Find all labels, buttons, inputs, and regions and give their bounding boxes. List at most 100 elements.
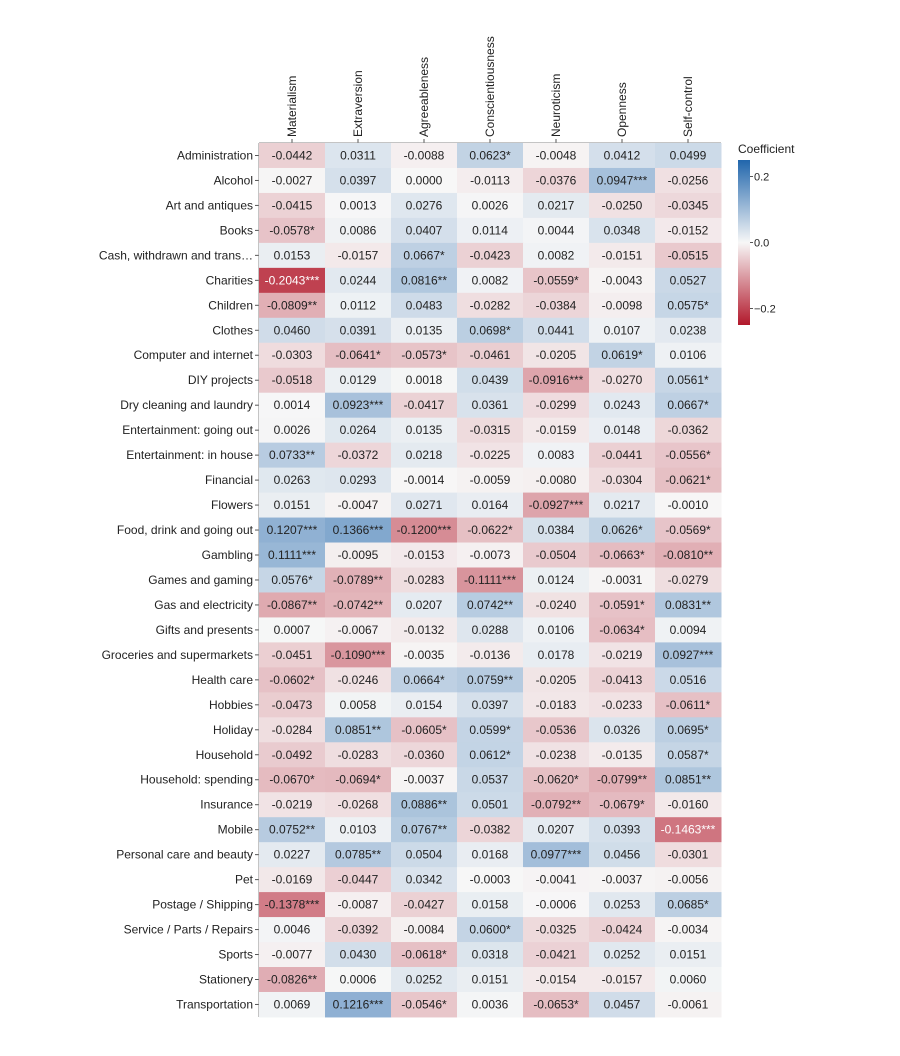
- cell-value-label: -0.0345: [668, 198, 709, 212]
- heatmap-cell: [655, 342, 722, 369]
- cell-value-label: -0.0618*: [401, 948, 447, 962]
- cell-value-labels: -0.0442 0.0311 -0.0088 0.0623* -0.0048 0.0412…: [265, 148, 716, 1011]
- row-label-9: DIY projects: [188, 373, 253, 387]
- cell-value-label: -0.0084: [404, 923, 445, 937]
- cell-value-label: -0.0621*: [665, 473, 711, 487]
- cell-value-label: 0.0069: [274, 997, 311, 1011]
- cell-value-label: 0.0977***: [531, 848, 582, 862]
- heatmap-cell: [655, 492, 722, 519]
- heatmap-cell: [457, 317, 524, 344]
- cell-value-label: 0.0217: [604, 498, 641, 512]
- cell-value-label: -0.0670*: [269, 773, 315, 787]
- cell-value-label: 0.0851**: [665, 773, 711, 787]
- cell-value-label: 0.0135: [406, 423, 443, 437]
- heatmap-cell: [589, 143, 656, 169]
- cell-value-label: 0.0587*: [667, 748, 709, 762]
- column-header-0: Materialism: [285, 76, 299, 137]
- cell-value-label: -0.0059: [470, 473, 511, 487]
- cell-value-label: -0.0154: [536, 972, 577, 986]
- heatmap-cell: [259, 317, 326, 344]
- cell-value-label: -0.0622*: [467, 523, 513, 537]
- cell-value-label: -0.0392: [338, 923, 379, 937]
- row-label-23: Holiday: [213, 723, 253, 737]
- heatmap-cell: [259, 167, 326, 194]
- heatmap-cell: [325, 192, 392, 219]
- cell-value-label: -0.0010: [668, 498, 709, 512]
- cell-value-label: -0.0157: [338, 248, 379, 262]
- heatmap-cell: [655, 467, 722, 494]
- cell-value-label: 0.0014: [274, 398, 311, 412]
- cell-value-label: -0.0043: [602, 273, 643, 287]
- cell-value-label: -0.0250: [602, 198, 643, 212]
- colorbar-tick-label: 0.2: [754, 172, 769, 184]
- heatmap-cell: [523, 917, 590, 943]
- cell-value-label: 0.0106: [538, 623, 575, 637]
- cell-value-label: 0.0499: [670, 148, 707, 162]
- cell-value-label: -0.0095: [338, 548, 379, 562]
- cell-value-label: 0.0207: [538, 823, 575, 837]
- heatmap-cell: [259, 367, 326, 394]
- cell-value-label: -0.0461: [470, 348, 511, 362]
- row-label-7: Clothes: [212, 323, 253, 337]
- colorbar-tick-label: 0.0: [754, 238, 769, 250]
- cell-value-label: -0.0283: [404, 573, 445, 587]
- cell-value-label: -0.0447: [338, 873, 379, 887]
- cell-value-label: -0.0027: [272, 173, 313, 187]
- cell-value-label: 0.0026: [472, 198, 509, 212]
- heatmap-cell: [325, 292, 392, 319]
- heatmap-cell: [523, 792, 590, 818]
- cell-value-label: 0.0527: [670, 273, 707, 287]
- heatmap-cell: [391, 417, 458, 444]
- cell-value-label: 0.0293: [340, 473, 377, 487]
- heatmap-cell: [325, 842, 392, 868]
- cell-value-label: 0.0264: [340, 423, 377, 437]
- cell-value-label: 0.1216***: [333, 997, 384, 1011]
- cell-value-label: -0.0473: [272, 698, 313, 712]
- heatmap-cell: [589, 542, 656, 568]
- cell-value-label: -0.0679*: [599, 798, 645, 812]
- cell-value-label: 0.0083: [538, 448, 575, 462]
- heatmap-cell: [523, 267, 590, 294]
- row-label-19: Gifts and presents: [156, 623, 253, 637]
- cell-value-label: 0.0623*: [469, 148, 511, 162]
- cell-value-label: -0.0240: [536, 598, 577, 612]
- heatmap-cell: [457, 742, 524, 768]
- cell-value-label: 0.0164: [472, 498, 509, 512]
- heatmap-cell: [259, 143, 326, 169]
- cell-value-label: -0.0372: [338, 448, 379, 462]
- cell-value-label: -0.0088: [404, 148, 445, 162]
- cell-value-label: -0.0035: [404, 648, 445, 662]
- cell-value-label: -0.0315: [470, 423, 511, 437]
- cell-value-label: 0.0361: [472, 398, 509, 412]
- cell-value-label: 0.0483: [406, 298, 443, 312]
- heatmap-cell: [523, 942, 590, 968]
- cell-value-label: -0.0238: [536, 748, 577, 762]
- cell-value-label: 0.0667*: [667, 398, 709, 412]
- heatmap-cell: [655, 991, 722, 1018]
- heatmap-cell: [523, 742, 590, 768]
- cell-value-label: -0.0279: [668, 573, 709, 587]
- heatmap-cell: [523, 192, 590, 219]
- cell-value-label: 0.0018: [406, 373, 443, 387]
- heatmap-cell: [259, 242, 326, 269]
- heatmap-cell: [457, 342, 524, 369]
- heatmap-cell: [457, 292, 524, 319]
- row-label-3: Books: [220, 223, 253, 237]
- cell-value-label: -0.0360: [404, 748, 445, 762]
- heatmap-cell: [391, 442, 458, 469]
- heatmap-cell: [589, 842, 656, 868]
- heatmap-cell: [391, 967, 458, 993]
- heatmap-cell: [325, 392, 392, 419]
- cell-value-label: 0.0135: [406, 323, 443, 337]
- row-label-10: Dry cleaning and laundry: [120, 398, 253, 412]
- heatmap-cell: [523, 292, 590, 319]
- heatmap-cell: [457, 442, 524, 469]
- heatmap-cell: [523, 842, 590, 868]
- heatmap-cell: [655, 667, 722, 693]
- cell-value-label: -0.0916***: [529, 373, 584, 387]
- heatmap-cell: [457, 892, 524, 918]
- heatmap-cell: [655, 292, 722, 319]
- heatmap-cell: [457, 567, 524, 593]
- heatmap-cell: [655, 792, 722, 818]
- heatmap-cell: [391, 592, 458, 618]
